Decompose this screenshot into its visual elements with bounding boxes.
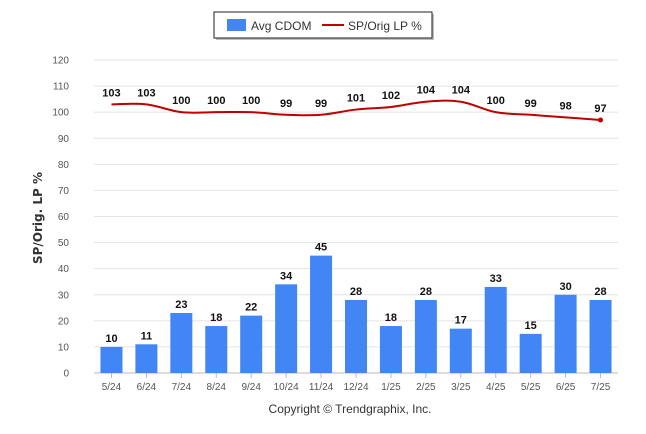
bar — [170, 313, 193, 373]
y-tick-label: 0 — [63, 369, 69, 380]
y-tick-label: 60 — [58, 212, 70, 223]
bar-data-labels: 10 11 23 18 22 34 45 28 18 28 17 33 15 30 28 — [105, 242, 606, 345]
x-tick-label: 1/25 — [381, 382, 401, 393]
y-tick-label: 80 — [58, 160, 70, 171]
bar — [449, 328, 472, 373]
line-value-label: 98 — [559, 100, 571, 112]
bar-value-label: 23 — [175, 299, 187, 311]
line-value-label: 99 — [525, 98, 537, 110]
bar-series — [100, 255, 612, 373]
line-path — [111, 99, 601, 121]
bar — [379, 326, 402, 373]
bar — [135, 344, 158, 373]
line-value-label: 97 — [594, 103, 606, 115]
bar-value-label: 30 — [559, 281, 571, 293]
y-tick-label: 100 — [52, 108, 69, 119]
line-data-labels: 103 103 100 100 100 99 99 101 102 104 104 100 99 98 97 — [102, 85, 606, 115]
line-value-label: 100 — [207, 95, 225, 107]
y-tick-label: 40 — [58, 264, 70, 275]
line-value-label: 103 — [102, 87, 120, 99]
y-tick-label: 90 — [58, 134, 70, 145]
copyright-credit: Copyright © Trendgraphix, Inc. — [269, 402, 432, 416]
x-tick-label: 9/24 — [241, 382, 261, 393]
x-tick-label: 6/24 — [137, 382, 157, 393]
x-tick-label: 6/25 — [556, 382, 576, 393]
line-value-label: 104 — [417, 85, 436, 97]
line-value-label: 102 — [382, 90, 400, 102]
x-tick-label: 3/25 — [451, 382, 471, 393]
bar-value-label: 28 — [420, 286, 432, 298]
bar — [240, 315, 263, 373]
bar — [205, 326, 228, 373]
bar-value-label: 18 — [210, 312, 222, 324]
bar-value-label: 22 — [245, 302, 257, 314]
legend-label-line: SP/Orig LP % — [348, 19, 422, 33]
legend-swatch-bars — [227, 19, 246, 31]
line-value-label: 103 — [137, 87, 155, 99]
x-axis-ticks: 5/24 6/24 7/24 8/24 9/24 10/24 11/24 12/24 1/25 2… — [102, 373, 611, 393]
bar-value-label: 10 — [105, 333, 117, 345]
bar — [100, 346, 123, 373]
line-value-label: 100 — [487, 95, 505, 107]
bar — [414, 299, 437, 373]
x-tick-label: 2/25 — [416, 382, 436, 393]
y-tick-label: 50 — [58, 238, 70, 249]
y-tick-label: 120 — [52, 56, 69, 67]
y-tick-label: 110 — [53, 82, 69, 93]
y-axis-ticks: 0 10 20 30 40 50 60 70 80 90 100 110 120 — [52, 56, 69, 380]
x-tick-label: 4/25 — [486, 382, 506, 393]
bar-value-label: 17 — [455, 315, 467, 327]
bar-value-label: 33 — [490, 273, 502, 285]
bar-value-label: 15 — [525, 320, 537, 332]
bar-value-label: 28 — [350, 286, 362, 298]
bar — [519, 333, 542, 373]
bar — [554, 294, 577, 373]
x-tick-label: 11/24 — [309, 382, 334, 393]
line-value-label: 99 — [315, 98, 327, 110]
y-tick-label: 10 — [58, 342, 70, 353]
bar — [310, 255, 333, 373]
x-tick-label: 12/24 — [343, 382, 368, 393]
y-tick-label: 20 — [58, 316, 70, 327]
x-tick-label: 10/24 — [274, 382, 299, 393]
bar-value-label: 28 — [594, 286, 606, 298]
line-end-marker — [598, 117, 604, 123]
y-tick-label: 30 — [58, 290, 70, 301]
x-tick-label: 5/24 — [102, 382, 122, 393]
bar — [484, 286, 507, 373]
line-value-label: 104 — [452, 85, 471, 97]
line-series — [111, 99, 604, 123]
x-tick-label: 7/24 — [172, 382, 192, 393]
line-value-label: 101 — [347, 93, 365, 105]
bar — [345, 299, 367, 373]
x-tick-label: 8/24 — [207, 382, 227, 393]
x-tick-label: 7/25 — [591, 382, 611, 393]
x-tick-label: 5/25 — [521, 382, 541, 393]
bar-value-label: 11 — [141, 330, 153, 342]
bar-value-label: 18 — [385, 312, 397, 324]
bar-value-label: 34 — [280, 270, 293, 282]
bar — [275, 284, 298, 373]
line-value-label: 99 — [280, 98, 292, 110]
bar — [589, 299, 612, 373]
bar-value-label: 45 — [315, 242, 327, 254]
line-value-label: 100 — [172, 95, 190, 107]
legend: Avg CDOM SP/Orig LP % — [213, 11, 434, 40]
line-value-label: 100 — [242, 95, 260, 107]
legend-label-bars: Avg CDOM — [251, 19, 311, 33]
y-tick-label: 70 — [58, 186, 70, 197]
y-axis-label: SP/Orig. LP % — [31, 172, 45, 264]
